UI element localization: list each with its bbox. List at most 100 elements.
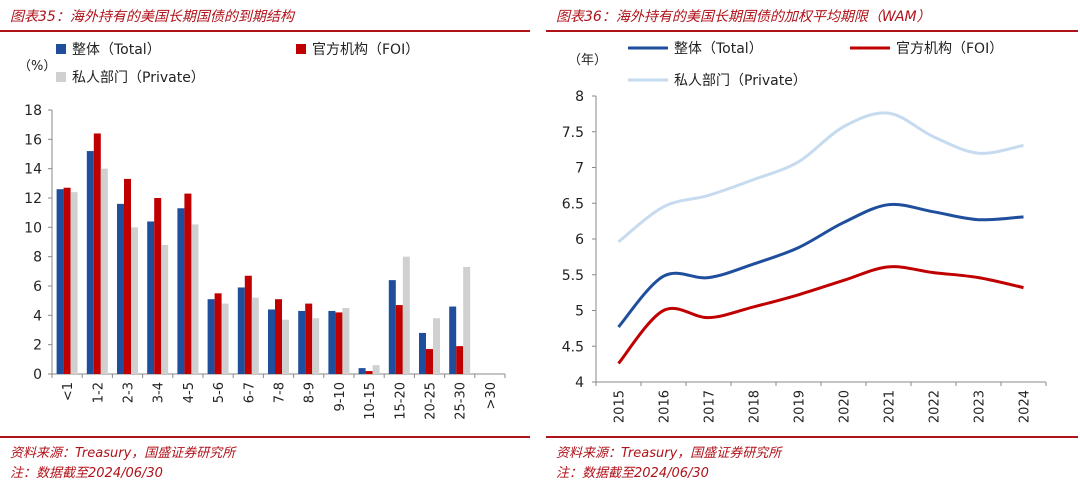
- bar-private-10: [372, 365, 380, 374]
- bar-x-tick-label: 7-8: [273, 382, 288, 403]
- bar-foi-6: [244, 275, 252, 374]
- bar-x-tick-label: <1: [61, 382, 76, 401]
- bar-y-tick-label: 16: [24, 132, 42, 148]
- line-y-tick-label: 5: [575, 304, 584, 320]
- bar-foi-5: [214, 293, 222, 374]
- line-series-private: [617, 111, 1024, 244]
- line-y-tick-label: 5.5: [562, 268, 584, 284]
- line-legend-label-2: 私人部门（Private）: [674, 73, 807, 89]
- bar-x-tick-label: 2-3: [122, 382, 137, 403]
- bar-x-tick-label: 4-5: [182, 382, 197, 403]
- bar-private-9: [342, 308, 350, 374]
- bar-foi-11: [395, 305, 403, 374]
- bar-total-7: [268, 309, 275, 374]
- bar-legend-label-1: 官方机构（FOI）: [312, 42, 419, 58]
- bar-foi-12: [426, 349, 433, 374]
- line-x-tick-label: 2020: [838, 390, 853, 423]
- line-x-tick-label: 2015: [613, 390, 628, 423]
- bar-total-13: [449, 306, 457, 374]
- line-x-tick-label: 2019: [793, 390, 808, 423]
- line-x-tick-label: 2021: [883, 390, 898, 423]
- bar-private-12: [433, 318, 440, 374]
- bar-total-3: [147, 221, 155, 374]
- bar-x-tick-label: 25-30: [454, 382, 469, 420]
- bar-private-5: [221, 303, 229, 374]
- bar-chart: 0 2 4 6 8 10 12 14 16 18 （%） <1 1-2 2-3 3-4 4-5 5-6 6-7 7-…: [18, 42, 506, 420]
- line-series-foi: [617, 265, 1024, 365]
- bar-total-1: [86, 151, 94, 374]
- bar-y-tick-label: 8: [33, 250, 42, 266]
- line-x-tick-label: 2016: [658, 390, 673, 423]
- bar-y-tick-label: 0: [33, 367, 42, 383]
- right-top-rule: [546, 30, 1078, 32]
- line-legend-label-1: 官方机构（FOI）: [896, 41, 1003, 57]
- line-y-tick-label: 4: [575, 375, 584, 391]
- bar-foi-1: [93, 133, 101, 374]
- bar-legend-swatch-2: [56, 72, 66, 82]
- bar-total-10: [358, 368, 366, 374]
- bar-y-tick-label: 10: [24, 220, 42, 236]
- bar-total-9: [328, 310, 336, 374]
- bar-x-tick-label: 5-6: [212, 382, 227, 403]
- line-y-tick-label: 8: [575, 89, 584, 105]
- bar-private-1: [100, 168, 108, 374]
- bar-private-2: [131, 227, 138, 374]
- line-legend-label-0: 整体（Total）: [674, 41, 763, 57]
- line-y-tick-label: 6: [575, 232, 584, 248]
- bar-private-13: [463, 266, 471, 374]
- line-series-total: [617, 202, 1024, 328]
- right-source-note: 资料来源：Treasury，国盛证券研究所: [556, 446, 782, 461]
- bar-foi-7: [275, 299, 282, 374]
- bar-legend-swatch-0: [56, 44, 66, 54]
- bar-private-4: [191, 224, 199, 374]
- right-figure-title: 图表36：海外持有的美国长期国债的加权平均期限（WAM）: [556, 9, 931, 25]
- line-x-tick-label: 2024: [1018, 390, 1033, 423]
- line-x-tick-label: 2017: [703, 390, 718, 423]
- left-bottom-rule: [0, 436, 530, 438]
- bar-y-tick-label: 4: [33, 308, 42, 324]
- bar-private-11: [402, 256, 410, 374]
- left-top-rule: [0, 30, 530, 32]
- line-x-tick-label: 2018: [748, 390, 763, 423]
- bar-x-tick-label: 9-10: [333, 382, 348, 412]
- bar-y-tick-label: 18: [24, 103, 42, 119]
- left-source-note: 资料来源：Treasury，国盛证券研究所: [10, 446, 236, 461]
- right-bottom-rule: [546, 436, 1078, 438]
- bar-foi-3: [154, 198, 162, 374]
- bar-foi-13: [456, 346, 464, 374]
- bar-x-tick-label: 1-2: [91, 382, 106, 403]
- bar-private-6: [251, 297, 259, 374]
- bar-total-8: [298, 310, 306, 374]
- left-date-note: 注：数据截至2024/06/30: [10, 466, 163, 481]
- bar-x-tick-label: 15-20: [393, 382, 408, 420]
- bar-y-tick-label: 6: [33, 279, 42, 295]
- left-figure-title: 图表35：海外持有的美国长期国债的到期结构: [10, 9, 294, 25]
- bar-foi-2: [124, 178, 131, 374]
- bar-legend-label-0: 整体（Total）: [72, 42, 161, 58]
- line-x-tick-label: 2022: [928, 390, 943, 423]
- bar-x-tick-label: 8-9: [303, 382, 318, 403]
- bar-total-6: [237, 287, 245, 374]
- bar-private-0: [70, 192, 78, 374]
- bar-y-tick-label: 12: [24, 191, 42, 207]
- line-y-tick-label: 6.5: [562, 196, 584, 212]
- line-y-axis-unit: （年）: [568, 53, 607, 68]
- bar-total-4: [177, 208, 185, 374]
- bar-total-5: [207, 299, 215, 374]
- bar-y-tick-label: 14: [24, 162, 42, 178]
- bar-foi-10: [365, 371, 373, 374]
- bar-foi-0: [63, 187, 71, 374]
- bar-total-12: [419, 332, 426, 374]
- line-x-tick-label: 2023: [973, 390, 988, 423]
- bar-total-2: [117, 203, 124, 374]
- line-y-tick-label: 7: [575, 161, 584, 177]
- bar-private-7: [282, 319, 289, 374]
- bar-total-0: [56, 189, 64, 374]
- bar-x-tick-label: 6-7: [242, 382, 257, 403]
- line-y-tick-label: 7.5: [562, 125, 584, 141]
- left-chart-panel: 图表35：海外持有的美国长期国债的到期结构 0 2 4 6 8 10 12 14 16 18 （%）…: [0, 0, 530, 489]
- bar-foi-9: [335, 312, 343, 374]
- bar-foi-4: [184, 193, 192, 374]
- right-chart-panel: 图表36：海外持有的美国长期国债的加权平均期限（WAM） 4 4.5 5 5.5 6 6.…: [546, 0, 1078, 489]
- bar-x-tick-label: 3-4: [152, 382, 167, 403]
